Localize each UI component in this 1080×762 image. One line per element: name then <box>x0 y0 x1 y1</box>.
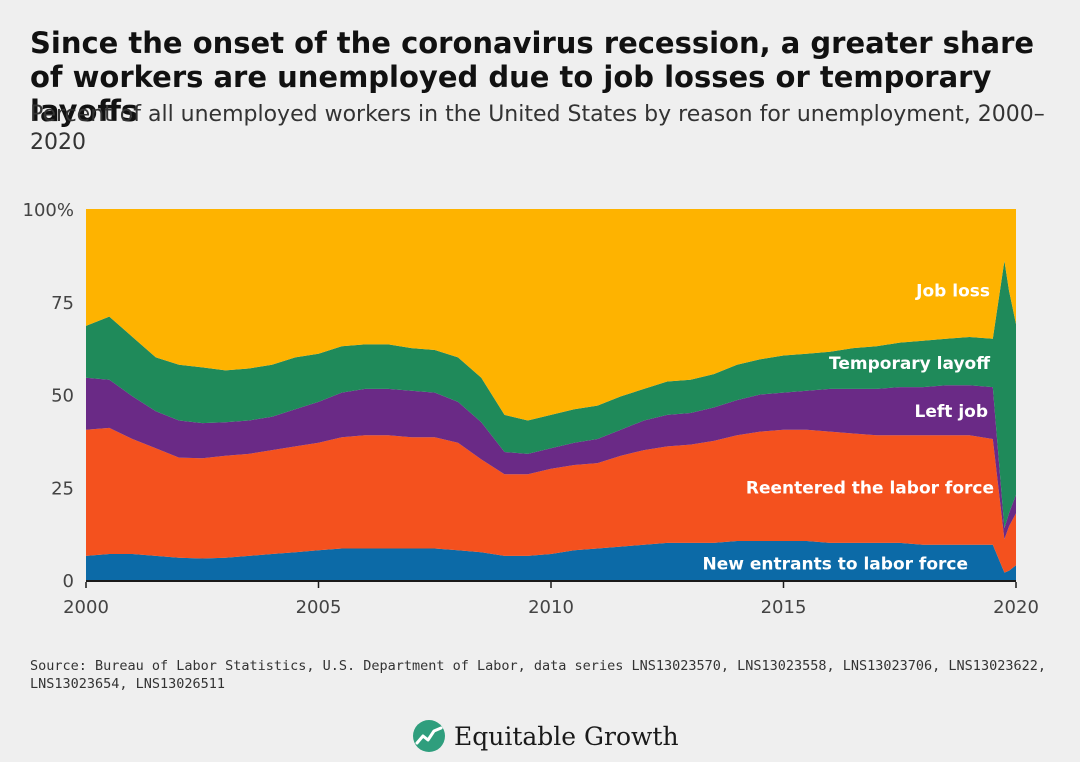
series-areas <box>86 209 1016 580</box>
series-label-temporary-layoff: Temporary layoff <box>829 354 990 374</box>
x-tick-label: 2015 <box>761 597 807 618</box>
area-reentered-the-labor-force <box>86 427 1016 573</box>
x-tick-label: 2000 <box>63 597 109 618</box>
x-tick-label: 2020 <box>993 597 1039 618</box>
series-label-job-loss: Job loss <box>915 282 990 302</box>
area-new-entrants-to-labor-force <box>86 541 1016 580</box>
area-temporary-layoff <box>86 260 1016 529</box>
series-label-left-job: Left job <box>915 402 988 422</box>
x-axis-ticks: 2000 2005 2010 2015 2020 <box>63 582 1039 618</box>
y-tick-label: 0 <box>63 571 74 592</box>
y-tick-label: 25 <box>51 478 74 499</box>
series-label-new-entrants-to-labor-force: New entrants to labor force <box>702 554 968 574</box>
series-label-reentered-the-labor-force: Reentered the labor force <box>746 478 994 498</box>
brand-name: Equitable Growth <box>454 721 679 751</box>
growth-line-icon <box>413 720 445 752</box>
source-note: Source: Bureau of Labor Statistics, U.S.… <box>30 658 1046 692</box>
area-job-loss <box>86 209 1016 421</box>
brand-logo: Equitable Growth <box>412 716 679 756</box>
y-axis-ticks: 0 25 50 75 100% <box>23 200 74 592</box>
x-tick-label: 2005 <box>296 597 342 618</box>
chart-title: Since the onset of the coronavirus reces… <box>30 26 1035 128</box>
stacked-area-chart: 0 25 50 75 100% 2000 2005 2010 2015 2020 Job los… <box>23 200 1039 618</box>
series-labels: Job loss Temporary layoff Left job Reentere… <box>702 282 994 575</box>
y-tick-label: 100% <box>23 200 74 221</box>
x-tick-label: 2010 <box>528 597 574 618</box>
y-tick-label: 75 <box>51 293 74 314</box>
y-tick-label: 50 <box>51 386 74 407</box>
area-left-job <box>86 377 1016 540</box>
chart-subtitle: Percent of all unemployed workers in the… <box>30 102 1045 155</box>
